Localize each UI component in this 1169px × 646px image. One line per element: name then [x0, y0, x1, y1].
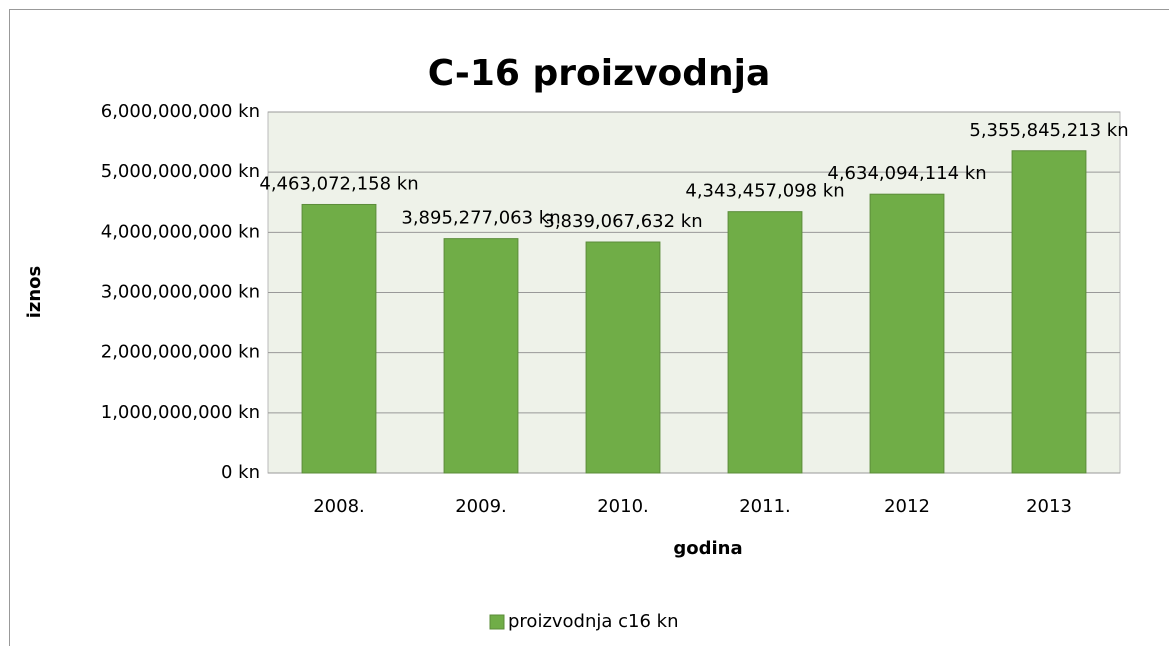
x-tick-label: 2010. — [597, 496, 649, 517]
data-label: 5,355,845,213 kn — [969, 120, 1128, 141]
y-axis-title: iznos — [24, 266, 45, 319]
legend-label: proizvodnja c16 kn — [508, 611, 679, 632]
bar — [443, 238, 519, 474]
data-label: 4,634,094,114 kn — [827, 163, 986, 184]
x-tick-label: 2012 — [884, 496, 930, 517]
bar — [301, 203, 377, 474]
data-label: 3,839,067,632 kn — [543, 211, 702, 232]
y-tick-label: 2,000,000,000 kn — [101, 342, 260, 363]
bar — [1011, 150, 1087, 474]
legend-swatch — [489, 614, 505, 630]
x-tick-label: 2009. — [455, 496, 507, 517]
bar — [727, 211, 803, 474]
x-axis-title: godina — [673, 538, 742, 559]
y-tick-label: 4,000,000,000 kn — [101, 221, 260, 242]
chart-title: C-16 proizvodnja — [428, 53, 771, 94]
x-tick-label: 2013 — [1026, 496, 1072, 517]
x-tick-label: 2011. — [739, 496, 791, 517]
y-tick-label: 5,000,000,000 kn — [101, 161, 260, 182]
y-tick-label: 1,000,000,000 kn — [101, 402, 260, 423]
x-tick-label: 2008. — [313, 496, 365, 517]
y-tick-label: 3,000,000,000 kn — [101, 282, 260, 303]
data-label: 4,463,072,158 kn — [259, 173, 418, 194]
data-label: 3,895,277,063 kn — [401, 208, 560, 229]
bar — [585, 241, 661, 474]
bar — [869, 193, 945, 474]
y-tick-label: 6,000,000,000 kn — [101, 101, 260, 122]
y-tick-label: 0 kn — [221, 462, 260, 483]
data-label: 4,343,457,098 kn — [685, 181, 844, 202]
